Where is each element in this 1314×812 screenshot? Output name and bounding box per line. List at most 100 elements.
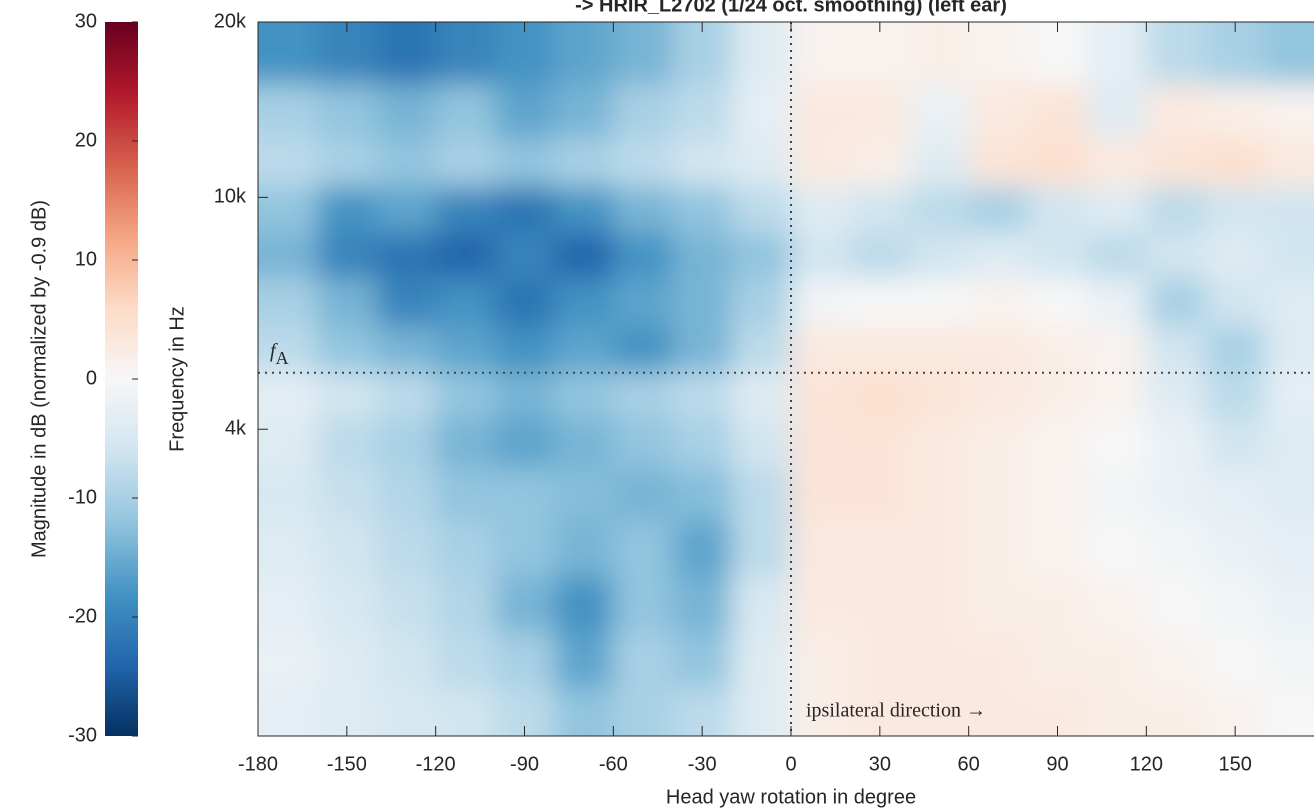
heatmap-cell [494, 576, 555, 634]
heatmap-cell [672, 576, 733, 634]
heatmap-cell [1264, 325, 1314, 372]
heatmap-cell [1264, 467, 1314, 522]
heatmap-cell [376, 186, 437, 233]
heatmap-cell [909, 325, 970, 372]
heatmap-cell [494, 232, 555, 279]
heatmap-cell [731, 371, 792, 419]
heatmap-cell [1264, 84, 1314, 138]
heatmap-cell [1087, 232, 1147, 279]
heatmap-cell [435, 467, 496, 522]
heatmap-cell [1087, 371, 1147, 419]
colorbar-tick-label: -20 [68, 605, 97, 627]
heatmap-cell [494, 22, 555, 85]
heatmap-cell [554, 232, 614, 279]
heatmap-cell [909, 232, 970, 279]
heatmap-cell [909, 371, 970, 419]
heatmap-cell [258, 371, 318, 419]
heatmap-cell [791, 371, 851, 419]
heatmap-cell [1027, 137, 1088, 187]
heatmap-cell [258, 520, 318, 577]
heatmap-cell [968, 632, 1029, 688]
heatmap-cell [494, 371, 555, 419]
heatmap-cell [1146, 84, 1207, 138]
heatmap-cell [554, 520, 614, 577]
heatmap-cell [672, 84, 733, 138]
heatmap-cell [731, 137, 792, 187]
heatmap-cell [791, 84, 851, 138]
heatmap-cell [554, 687, 614, 736]
heatmap-cell [1087, 418, 1147, 469]
heatmap-cell [1146, 687, 1207, 736]
heatmap-cell [731, 22, 792, 85]
heatmap-cell [435, 687, 496, 736]
heatmap-cell [1205, 371, 1266, 419]
heatmap-cell [435, 632, 496, 688]
heatmap-cell [850, 467, 910, 522]
heatmap-cell [494, 278, 555, 327]
heatmap-cell [258, 137, 318, 187]
heatmap-cell [968, 520, 1029, 577]
heatmap-cell [554, 137, 614, 187]
y-tick-label: 10k [214, 186, 247, 208]
heatmap-cell [376, 371, 437, 419]
heatmap-cell [1027, 371, 1088, 419]
heatmap-cell [968, 137, 1029, 187]
heatmap-cell [850, 278, 910, 327]
heatmap-cell [731, 520, 792, 577]
y-axis-label: Frequency in Hz [166, 306, 188, 452]
heatmap-cell [1205, 278, 1266, 327]
heatmap-cell [494, 520, 555, 577]
heatmap-cell [317, 418, 377, 469]
x-tick-label: 0 [785, 753, 796, 775]
heatmap-area [258, 22, 1314, 736]
heatmap-cell [613, 232, 674, 279]
heatmap-cell [494, 325, 555, 372]
heatmap-cell [613, 520, 674, 577]
heatmap-cell [672, 278, 733, 327]
heatmap-cell [1087, 576, 1147, 634]
heatmap-cell [968, 418, 1029, 469]
heatmap-cell [791, 467, 851, 522]
heatmap-cell [494, 467, 555, 522]
heatmap-cell [258, 22, 318, 85]
heatmap-cell [1205, 325, 1266, 372]
x-tick-label: -150 [327, 753, 367, 775]
heatmap-cell [554, 278, 614, 327]
heatmap-cell [258, 232, 318, 279]
heatmap-cell [909, 687, 970, 736]
heatmap-cell [494, 186, 555, 233]
heatmap-cell [317, 186, 377, 233]
heatmap-cell [317, 278, 377, 327]
heatmap-cell [613, 632, 674, 688]
heatmap-cell [1087, 84, 1147, 138]
heatmap-cell [613, 137, 674, 187]
heatmap-cell [435, 22, 496, 85]
heatmap-cell [435, 278, 496, 327]
heatmap-cell [554, 632, 614, 688]
heatmap-cell [1205, 467, 1266, 522]
heatmap-cell [672, 467, 733, 522]
heatmap-cell [376, 632, 437, 688]
heatmap-cell [554, 467, 614, 522]
heatmap-cell [909, 632, 970, 688]
x-tick-label: 60 [958, 753, 980, 775]
colorbar-tick-label: 30 [75, 10, 97, 32]
heatmap-cell [1027, 632, 1088, 688]
x-tick-label: -60 [599, 753, 628, 775]
heatmap-cell [1264, 371, 1314, 419]
heatmap-cell [1087, 325, 1147, 372]
heatmap-cell [317, 137, 377, 187]
heatmap-cell [731, 232, 792, 279]
heatmap-cell [672, 371, 733, 419]
heatmap-cell [1146, 22, 1207, 85]
heatmap-cell [1027, 278, 1088, 327]
heatmap-cell [613, 418, 674, 469]
heatmap-cell [376, 520, 437, 577]
annotation: ipsilateral direction → [806, 700, 986, 722]
heatmap-cell [376, 232, 437, 279]
heatmap-cell [317, 371, 377, 419]
heatmap-cell [1264, 22, 1314, 85]
heatmap-cell [672, 137, 733, 187]
